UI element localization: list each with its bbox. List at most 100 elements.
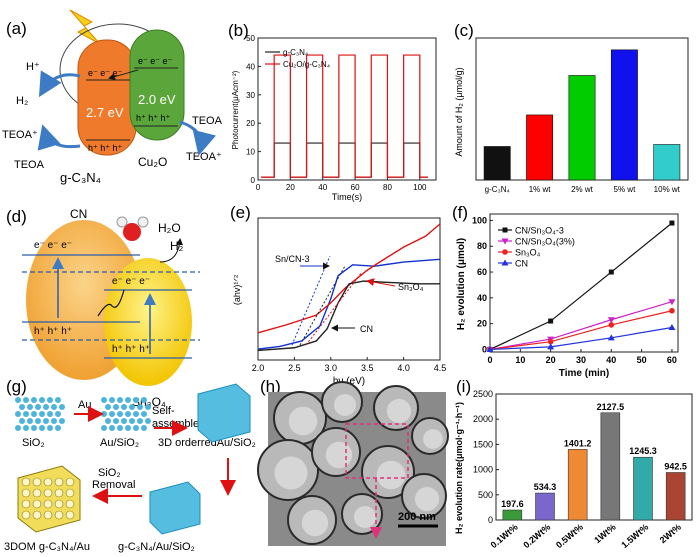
value-label: 197.6 (501, 499, 524, 509)
y-tick-label: 20 (246, 119, 255, 128)
x-tick-label: 100 (413, 183, 427, 192)
series-line (257, 280, 440, 352)
y-tick-label: 100 (472, 215, 487, 225)
legend-label-gcn: g-C₃N₄ (283, 48, 308, 57)
pore (43, 488, 53, 498)
tem-sphere-core (301, 509, 329, 537)
legend-label: Sn₃O₄ (515, 248, 541, 258)
category-label: 0.1Wt% (489, 522, 520, 550)
composite-cube (149, 481, 201, 535)
3dom-pores (21, 477, 75, 520)
sio2-sphere (59, 404, 65, 410)
marker-square (502, 227, 508, 233)
au-sio2-sphere (137, 418, 143, 424)
teoa-plus-right-label: TEOA⁺ (186, 151, 222, 163)
sio2-sphere (55, 425, 61, 431)
au-sio2-sphere (133, 425, 139, 431)
au-sio2-sphere (109, 411, 115, 417)
marker-triangle-up (486, 345, 494, 352)
panel-b: (b) 0 20 40 60 80 100 0 10 20 30 40 50 g-C₃N₄ Cu₂O/… (228, 21, 437, 202)
panel-i: (i) 0 500 1000 1500 2000 2500 197.6 0.1Wt% 534.… (454, 377, 693, 550)
teoa-left-arrow (37, 124, 81, 151)
zoom-region (345, 423, 409, 479)
au-sio2-sphere (133, 411, 139, 417)
sio2-sphere (47, 411, 53, 417)
marker-circle (547, 338, 554, 345)
marker-triangle-up (501, 259, 509, 266)
sio2-sphere (27, 418, 33, 424)
tem-sphere-core (274, 456, 308, 490)
y-tick-label: 20 (477, 319, 487, 329)
value-label: 1401.2 (564, 438, 592, 448)
gcn-bandgap: 2.7 eV (86, 105, 124, 120)
y-tick-label: 50 (246, 34, 255, 43)
x-tick-label: 4.0 (397, 363, 410, 373)
marker-triangle-up (607, 334, 615, 341)
series-line (489, 301, 673, 351)
value-label: 1245.3 (629, 446, 657, 456)
bar (567, 449, 588, 521)
tem-sphere-core (288, 406, 318, 436)
x-tick-label: 80 (383, 183, 392, 192)
panel-d-label: (d) (6, 207, 27, 226)
value-label: 942.5 (664, 461, 687, 471)
cn-holes: h⁺ h⁺ h⁺ (34, 326, 72, 337)
legend-label: CN/Sn₃O₄-3 (515, 226, 564, 236)
x-tick-label: 4.5 (434, 363, 447, 373)
h2o-label: H₂O (158, 221, 181, 235)
sio2-sphere (43, 404, 49, 410)
panel-h-label: (h) (260, 377, 281, 396)
y-tick-label: 2000 (473, 414, 493, 424)
sio2-sphere (31, 425, 37, 431)
panel-c: (c) g-C₃N₄ 1% wt 2% wt 5% wt 10% wt Amount o… (454, 21, 689, 194)
tem-sphere-core (414, 486, 440, 512)
hydrogen-atom-icon (116, 216, 128, 228)
gcn-holes: h⁺ h⁺ h⁺ (88, 143, 123, 153)
panel-g: (g) Au SiO₂ Au/SiO₂ Self-assemble 3D ord… (4, 377, 256, 553)
pore (65, 499, 75, 509)
marker-circle (669, 307, 675, 314)
marker-square (548, 318, 554, 324)
legend-label: CN/Sn₃O₄(3%) (515, 237, 575, 247)
panel-b-axes: 0 20 40 60 80 100 0 10 20 30 40 50 (246, 34, 427, 192)
panel-f-frame (489, 213, 679, 353)
au-sio2-sphere (133, 397, 139, 403)
tem-sphere-core (386, 398, 412, 424)
panel-e-ylabel: (ahv)¹ᐟ² (232, 275, 242, 305)
panel-e-frame (257, 217, 441, 361)
x-tick-label: 30 (576, 355, 586, 365)
x-tick-label: 50 (637, 355, 647, 365)
pore (54, 510, 64, 520)
marker-triangle-up (547, 343, 555, 350)
h-plus-label: H⁺ (26, 61, 40, 73)
au-sio2-sphere (141, 411, 147, 417)
panel-c-label: (c) (454, 21, 474, 40)
sio2-sphere (51, 404, 57, 410)
panel-g-label: (g) (6, 377, 27, 396)
category-label: 1.5Wt% (619, 522, 650, 550)
y-tick-label: 2500 (473, 389, 493, 399)
electron-transfer-arrow (108, 69, 139, 80)
au-sio2-sphere (105, 404, 111, 410)
composite-label: g-C₃N₄/Au/SiO₂ (118, 541, 195, 553)
pore (43, 510, 53, 520)
x-tick-label: 3.5 (361, 363, 374, 373)
y-tick-label: 1000 (473, 465, 493, 475)
au-sio2-sphere (105, 418, 111, 424)
annotation-sn3o4: Sn₃O₄ (398, 282, 424, 292)
x-tick-label: 40 (318, 183, 327, 192)
category-label: 1% wt (529, 185, 552, 194)
bar (633, 456, 653, 521)
marker-triangle-up (668, 323, 676, 330)
sio2-sphere (23, 425, 29, 431)
sio2-sphere (15, 397, 21, 403)
teoa-plus-left-label: TEOA⁺ (2, 129, 38, 141)
panel-a-label: (a) (6, 19, 27, 38)
panel-f-xlabel: Time (min) (559, 368, 609, 379)
au-sio2-sphere (129, 404, 135, 410)
pore (65, 477, 75, 487)
bar (568, 75, 596, 181)
y-tick-label: 0 (251, 176, 256, 185)
category-label: 5% wt (614, 185, 637, 194)
